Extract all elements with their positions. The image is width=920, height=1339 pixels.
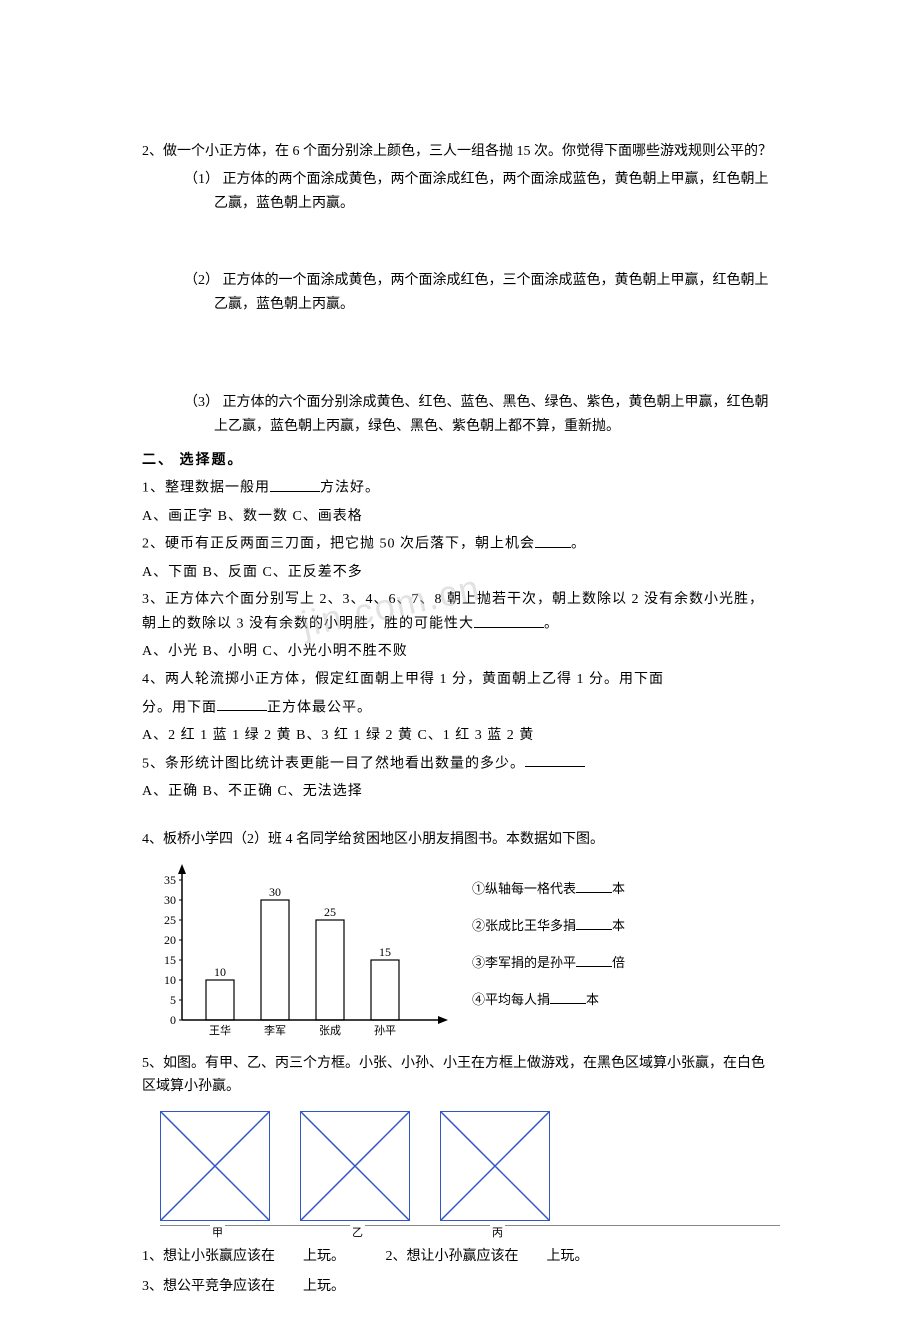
q4chart-stem: 4、板桥小学四（2）班 4 名同学给贫困地区小朋友捐图书。本数据如下图。 (142, 828, 778, 852)
svg-text:25: 25 (324, 905, 336, 919)
s2q1: 1、整理数据一般用方法好。 (142, 476, 778, 500)
svg-text:30: 30 (164, 893, 176, 907)
s2q3-opts: A、小光 B、小明 C、小光小明不胜不败 (142, 640, 778, 664)
game-sq-jia (160, 1111, 270, 1221)
game-sq-yi (300, 1111, 410, 1221)
svg-text:0: 0 (170, 1013, 176, 1027)
game-label-yi: 乙 (350, 1224, 365, 1243)
game-label-jia: 甲 (210, 1224, 225, 1243)
bar-chart-svg: 35 30 25 20 15 10 5 0 10 30 25 15 王华 李军 张成 孙平 (142, 860, 742, 1040)
s2q1-opts: A、画正字 B、数一数 C、画表格 (142, 505, 778, 529)
chart-note-2: ②张成比王华多捐本 (472, 915, 625, 937)
s2q4-line2: 分。用下面正方体最公平。 (142, 696, 778, 720)
q5-sub: 1、想让小张赢应该在 上玩。 2、想让小孙赢应该在 上玩。 (142, 1245, 778, 1269)
game-squares (160, 1111, 778, 1221)
svg-text:张成: 张成 (319, 1024, 341, 1037)
svg-text:20: 20 (164, 933, 176, 947)
svg-text:孙平: 孙平 (374, 1024, 396, 1037)
svg-text:25: 25 (164, 913, 176, 927)
s2q2: 2、硬币有正反两面三刀面，把它抛 50 次后落下，朝上机会。 (142, 532, 778, 556)
s2q5: 5、条形统计图比统计表更能一目了然地看出数量的多少。 (142, 752, 778, 776)
svg-text:5: 5 (170, 993, 176, 1007)
s2q4-opts: A、2 红 1 蓝 1 绿 2 黄 B、3 红 1 绿 2 黄 C、1 红 3 … (142, 724, 778, 748)
game-sq-bing (440, 1111, 550, 1221)
q2-stem: 2、做一个小正方体，在 6 个面分别涂上颜色，三人一组各抛 15 次。你觉得下面… (142, 140, 778, 164)
svg-text:35: 35 (164, 873, 176, 887)
chart-note-3: ③李军捐的是孙平倍 (472, 952, 625, 974)
s2q3: 3、正方体六个面分别写上 2、3、4、6、7、8 朝上抛若干次，朝上数除以 2 … (142, 588, 778, 636)
svg-text:15: 15 (164, 953, 176, 967)
svg-text:15: 15 (379, 945, 391, 959)
section-2-title: 二、 选择题。 (142, 449, 778, 473)
svg-text:李军: 李军 (264, 1023, 286, 1037)
svg-text:10: 10 (214, 965, 226, 979)
q5game-stem: 5、如图。有甲、乙、丙三个方框。小张、小孙、小王在方框上做游戏，在黑色区域算小张… (142, 1052, 778, 1100)
s2q4: 4、两人轮流掷小正方体，假定红面朝上甲得 1 分，黄面朝上乙得 1 分。用下面 … (142, 668, 778, 692)
q5-sub2: 3、想公平竞争应该在 上玩。 (142, 1275, 778, 1299)
game-label-bing: 丙 (490, 1224, 505, 1243)
s2q2-opts: A、下面 B、反面 C、正反差不多 (142, 561, 778, 585)
q2-stem-text: 2、做一个小正方体，在 6 个面分别涂上颜色，三人一组各抛 15 次。你觉得下面… (142, 144, 772, 159)
bar-chart: 35 30 25 20 15 10 5 0 10 30 25 15 王华 李军 张成 孙平 ①纵轴每一格代… (142, 860, 742, 1040)
q2-opt3: （3） 正方体的六个面分别涂成黄色、红色、蓝色、黑色、绿色、紫色，黄色朝上甲赢，… (142, 391, 778, 439)
svg-text:30: 30 (269, 885, 281, 899)
svg-text:王华: 王华 (209, 1023, 231, 1037)
chart-note-1: ①纵轴每一格代表本 (472, 878, 625, 900)
s2q5-opts: A、正确 B、不正确 C、无法选择 (142, 780, 778, 804)
svg-text:10: 10 (164, 973, 176, 987)
chart-note-4: ④平均每人捐本 (472, 989, 599, 1011)
q2-opt1: （1） 正方体的两个面涂成黄色，两个面涂成红色，两个面涂成蓝色，黄色朝上甲赢，红… (142, 168, 778, 216)
q2-opt2: （2） 正方体的一个面涂成黄色，两个面涂成红色，三个面涂成蓝色，黄色朝上甲赢，红… (142, 269, 778, 317)
